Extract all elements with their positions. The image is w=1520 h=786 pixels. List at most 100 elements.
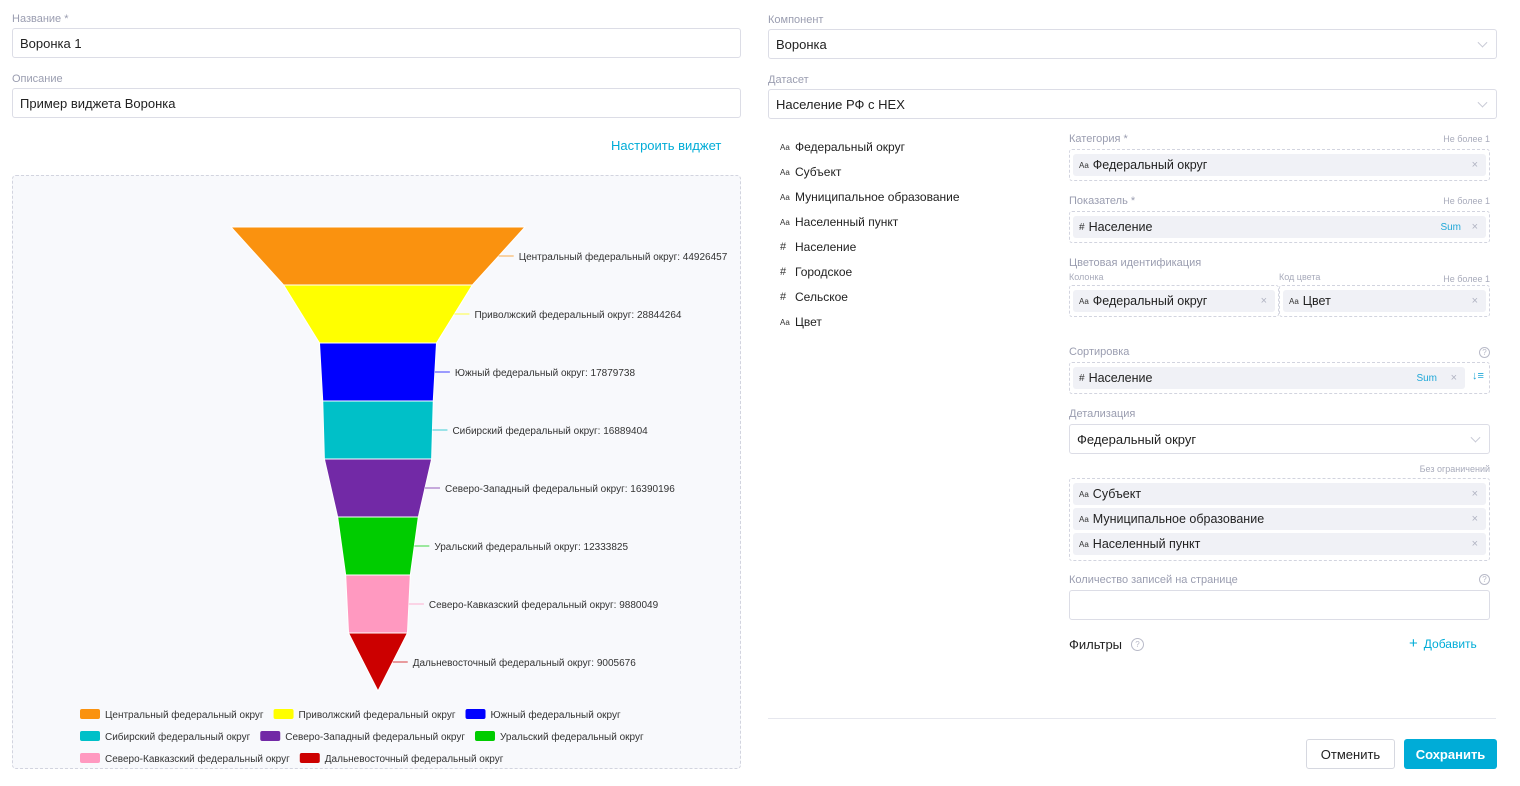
number-type-icon: # xyxy=(780,291,787,303)
dataset-label: Датасет xyxy=(768,74,809,86)
legend-swatch[interactable] xyxy=(260,731,281,741)
field-name: Населенный пункт xyxy=(795,215,899,229)
legend-swatch[interactable] xyxy=(465,709,486,719)
chip-label: Население xyxy=(1088,371,1153,385)
description-label: Описание xyxy=(12,73,63,85)
data-label: Центральный федеральный округ: 44926457 xyxy=(519,251,728,263)
data-label: Северо-Кавказский федеральный округ: 988… xyxy=(429,599,659,611)
component-label: Компонент xyxy=(768,14,824,26)
dataset-field[interactable]: Aa Федеральный округ xyxy=(780,140,905,154)
detail-chip[interactable]: Aa Муниципальное образование × xyxy=(1073,508,1486,530)
data-label: Южный федеральный округ: 17879738 xyxy=(455,367,636,379)
text-type-icon: Aa xyxy=(780,192,790,202)
metric-chip[interactable]: # Население Sum × xyxy=(1073,216,1486,238)
text-type-icon: Aa xyxy=(780,167,790,177)
legend-item[interactable]: Уральский федеральный округ xyxy=(500,731,644,743)
save-button[interactable]: Сохранить xyxy=(1404,739,1497,769)
color-code-label: Код цвета xyxy=(1279,272,1321,282)
legend-item[interactable]: Центральный федеральный округ xyxy=(105,709,264,721)
name-input[interactable]: Воронка 1 xyxy=(12,28,741,58)
legend-item[interactable]: Дальневосточный федеральный округ xyxy=(325,753,504,765)
detail-dropzone[interactable] xyxy=(1069,478,1490,561)
close-icon[interactable]: × xyxy=(1471,295,1478,307)
close-icon[interactable]: × xyxy=(1471,159,1478,171)
color-column-label: Колонка xyxy=(1069,272,1104,282)
help-icon[interactable]: ? xyxy=(1131,638,1144,651)
close-icon[interactable]: × xyxy=(1260,295,1267,307)
page-size-input[interactable] xyxy=(1069,590,1490,620)
aggregation-button[interactable]: Sum xyxy=(1440,221,1461,233)
funnel-segment[interactable] xyxy=(323,458,433,518)
sorting-label: Сортировка xyxy=(1069,346,1130,358)
dataset-field[interactable]: # Городское xyxy=(780,265,852,279)
field-name: Цвет xyxy=(795,315,822,329)
aggregation-button[interactable]: Sum xyxy=(1416,372,1437,384)
cancel-button[interactable]: Отменить xyxy=(1306,739,1395,769)
category-label: Категория * xyxy=(1069,133,1128,145)
color-code-chip[interactable]: Aa Цвет × xyxy=(1283,290,1486,312)
close-icon[interactable]: × xyxy=(1450,372,1457,384)
detail-select[interactable]: Федеральный округ xyxy=(1069,424,1490,454)
funnel-segment[interactable] xyxy=(337,516,419,576)
dataset-field[interactable]: Aa Населенный пункт xyxy=(780,215,898,229)
funnel-segment[interactable] xyxy=(318,342,438,402)
close-icon[interactable]: × xyxy=(1471,488,1478,500)
description-input[interactable]: Пример виджета Воронка xyxy=(12,88,741,118)
add-filter-button[interactable]: + Добавить xyxy=(1409,636,1477,651)
legend-swatch[interactable] xyxy=(299,753,320,763)
funnel-segment[interactable] xyxy=(345,574,411,634)
text-type-icon: Aa xyxy=(1079,489,1089,499)
funnel-segment[interactable] xyxy=(229,226,527,286)
legend-swatch[interactable] xyxy=(273,709,294,719)
help-icon[interactable]: ? xyxy=(1479,347,1490,358)
metric-dropzone[interactable] xyxy=(1069,211,1490,243)
data-label: Приволжский федеральный округ: 28844264 xyxy=(474,309,681,321)
category-chip[interactable]: Aa Федеральный округ × xyxy=(1073,154,1486,176)
dataset-select[interactable]: Население РФ с HEX xyxy=(768,89,1497,119)
detail-limit: Без ограничений xyxy=(1419,464,1490,474)
legend-swatch[interactable] xyxy=(80,753,100,763)
legend-item[interactable]: Северо-Западный федеральный округ xyxy=(285,731,465,743)
detail-chip[interactable]: Aa Населенный пункт × xyxy=(1073,533,1486,555)
field-name: Муниципальное образование xyxy=(795,190,960,204)
dataset-field[interactable]: # Население xyxy=(780,240,856,254)
text-type-icon: Aa xyxy=(780,142,790,152)
dataset-field[interactable]: # Сельское xyxy=(780,290,848,304)
legend-item[interactable]: Сибирский федеральный округ xyxy=(105,731,251,743)
legend-item[interactable]: Южный федеральный округ xyxy=(491,709,621,721)
detail-chip[interactable]: Aa Субъект × xyxy=(1073,483,1486,505)
legend-item[interactable]: Приволжский федеральный округ xyxy=(299,709,456,721)
close-icon[interactable]: × xyxy=(1471,221,1478,233)
category-dropzone[interactable] xyxy=(1069,149,1490,181)
dataset-field[interactable]: Aa Субъект xyxy=(780,165,841,179)
legend-swatch[interactable] xyxy=(80,731,100,741)
configure-widget-link[interactable]: Настроить виджет xyxy=(611,138,722,153)
chevron-down-icon xyxy=(1477,97,1488,108)
close-icon[interactable]: × xyxy=(1471,538,1478,550)
color-column-dropzone[interactable] xyxy=(1069,285,1279,317)
help-icon[interactable]: ? xyxy=(1479,574,1490,585)
dataset-field[interactable]: Aa Муниципальное образование xyxy=(780,190,960,204)
data-label: Дальневосточный федеральный округ: 90056… xyxy=(413,657,636,669)
color-column-chip[interactable]: Aa Федеральный округ × xyxy=(1073,290,1275,312)
legend-swatch[interactable] xyxy=(474,731,495,741)
close-icon[interactable]: × xyxy=(1471,513,1478,525)
legend-swatch[interactable] xyxy=(80,709,100,719)
dataset-field[interactable]: Aa Цвет xyxy=(780,315,822,329)
sort-direction-icon[interactable]: ↓≡ xyxy=(1472,370,1484,382)
field-name: Население xyxy=(795,240,857,254)
page-size-label: Количество записей на странице xyxy=(1069,574,1238,586)
chart-preview: Центральный федеральный округ: 44926457 П… xyxy=(12,175,741,769)
data-label: Уральский федеральный округ: 12333825 xyxy=(434,541,628,553)
sorting-dropzone[interactable] xyxy=(1069,362,1490,394)
legend-item[interactable]: Северо-Кавказский федеральный округ xyxy=(105,753,290,765)
text-type-icon: Aa xyxy=(1079,160,1089,170)
category-limit: Не более 1 xyxy=(1443,134,1490,144)
number-type-icon: # xyxy=(780,266,787,278)
color-code-dropzone[interactable] xyxy=(1279,285,1490,317)
component-select[interactable]: Воронка xyxy=(768,29,1497,59)
filters-label: Фильтры xyxy=(1069,637,1123,652)
sorting-chip[interactable]: # Население Sum × xyxy=(1073,367,1465,389)
funnel-segment[interactable] xyxy=(322,400,434,460)
funnel-segment[interactable] xyxy=(282,284,474,344)
